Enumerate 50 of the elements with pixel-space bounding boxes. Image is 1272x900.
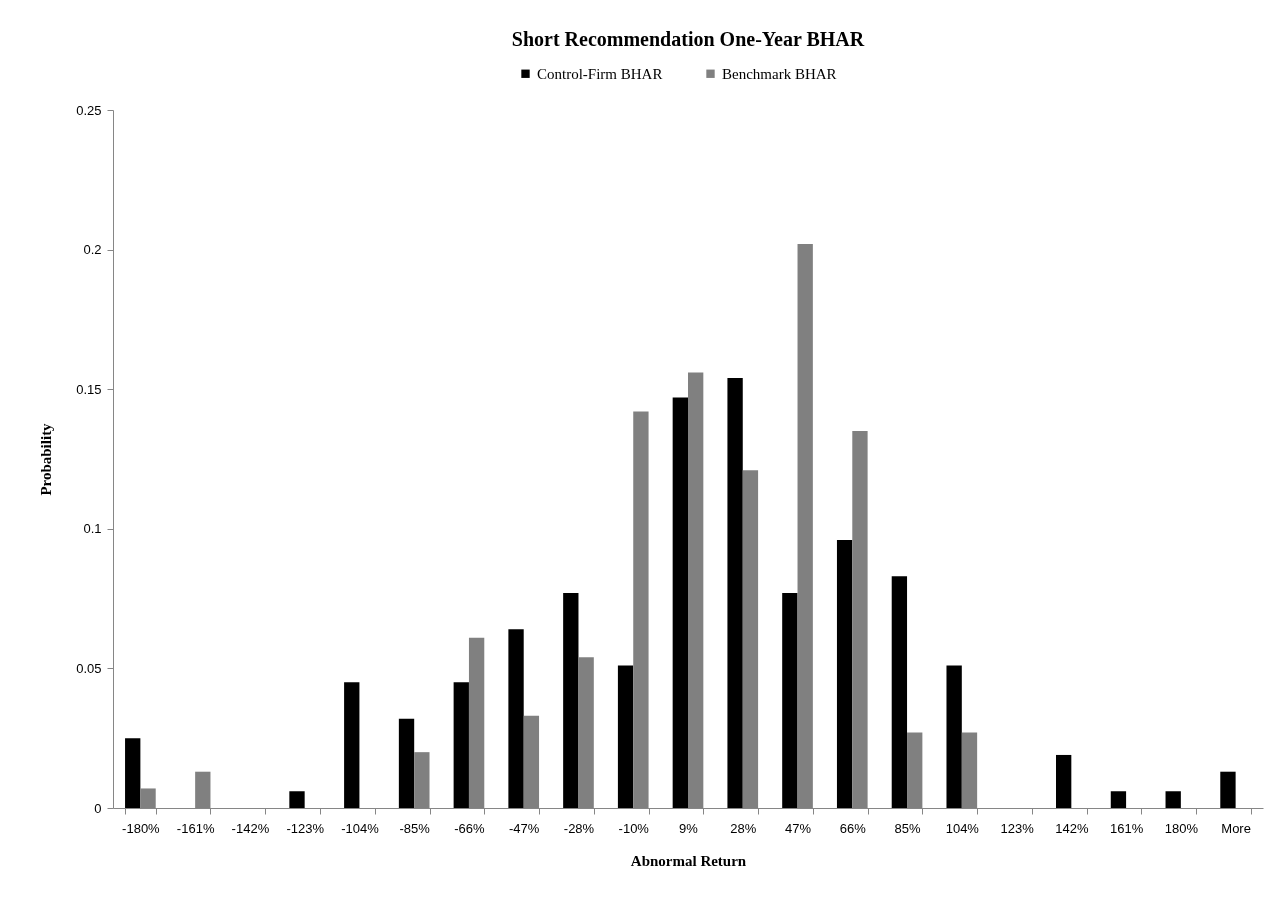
- y-tick-label: 0.25: [76, 102, 102, 118]
- x-tick-label: -142%: [231, 820, 270, 836]
- bar: [891, 576, 908, 808]
- bar: [727, 378, 743, 808]
- bar: [1110, 791, 1127, 808]
- y-tick-label: 0.05: [76, 660, 102, 676]
- x-tick-label: -47%: [509, 820, 540, 836]
- bar: [836, 539, 853, 808]
- bar: [398, 718, 415, 808]
- x-tick-label: 9%: [679, 820, 699, 836]
- bar: [125, 738, 141, 808]
- x-tick-label: -123%: [286, 820, 325, 836]
- bar: [946, 665, 962, 808]
- y-tick-label: 0.2: [83, 242, 102, 258]
- bar: [1165, 791, 1181, 808]
- x-tick-label: 28%: [730, 820, 757, 836]
- x-tick-label: 180%: [1164, 820, 1199, 836]
- x-tick-label: -66%: [454, 820, 486, 836]
- bar: [617, 665, 634, 808]
- y-axis-title: Probability: [38, 422, 55, 496]
- x-tick-label: 47%: [785, 820, 812, 836]
- bar: [453, 682, 469, 808]
- bar: [344, 682, 360, 808]
- x-tick-label: 123%: [1000, 820, 1035, 836]
- x-tick-label: 161%: [1109, 820, 1144, 836]
- x-tick-label: -161%: [176, 820, 215, 836]
- bar: [672, 397, 688, 808]
- y-tick-label: 0.15: [76, 381, 102, 397]
- x-axis-title: Abnormal Return: [630, 852, 747, 869]
- x-tick-label: More: [1221, 820, 1251, 836]
- x-tick-label: -10%: [618, 820, 650, 836]
- x-tick-label: -104%: [341, 820, 380, 836]
- legend-label: Benchmark BHAR: [722, 65, 837, 82]
- chart-title: Short Recommendation One-Year BHAR: [511, 28, 865, 50]
- bar: [1220, 771, 1236, 808]
- bar: [1056, 754, 1072, 808]
- x-tick-label: -85%: [399, 820, 431, 836]
- bar: [782, 593, 798, 808]
- bar: [563, 593, 579, 808]
- bar: [289, 791, 305, 808]
- y-tick-label: 0.1: [83, 521, 102, 537]
- x-tick-label: -28%: [563, 820, 595, 836]
- legend-label: Control-Firm BHAR: [537, 65, 663, 82]
- x-tick-label: 66%: [839, 820, 867, 836]
- x-tick-label: 85%: [894, 820, 921, 836]
- bar: [508, 629, 524, 808]
- y-tick-label: 0: [94, 800, 102, 816]
- x-tick-label: -180%: [122, 820, 161, 836]
- x-tick-label: 104%: [945, 820, 980, 836]
- x-tick-label: 142%: [1055, 820, 1089, 836]
